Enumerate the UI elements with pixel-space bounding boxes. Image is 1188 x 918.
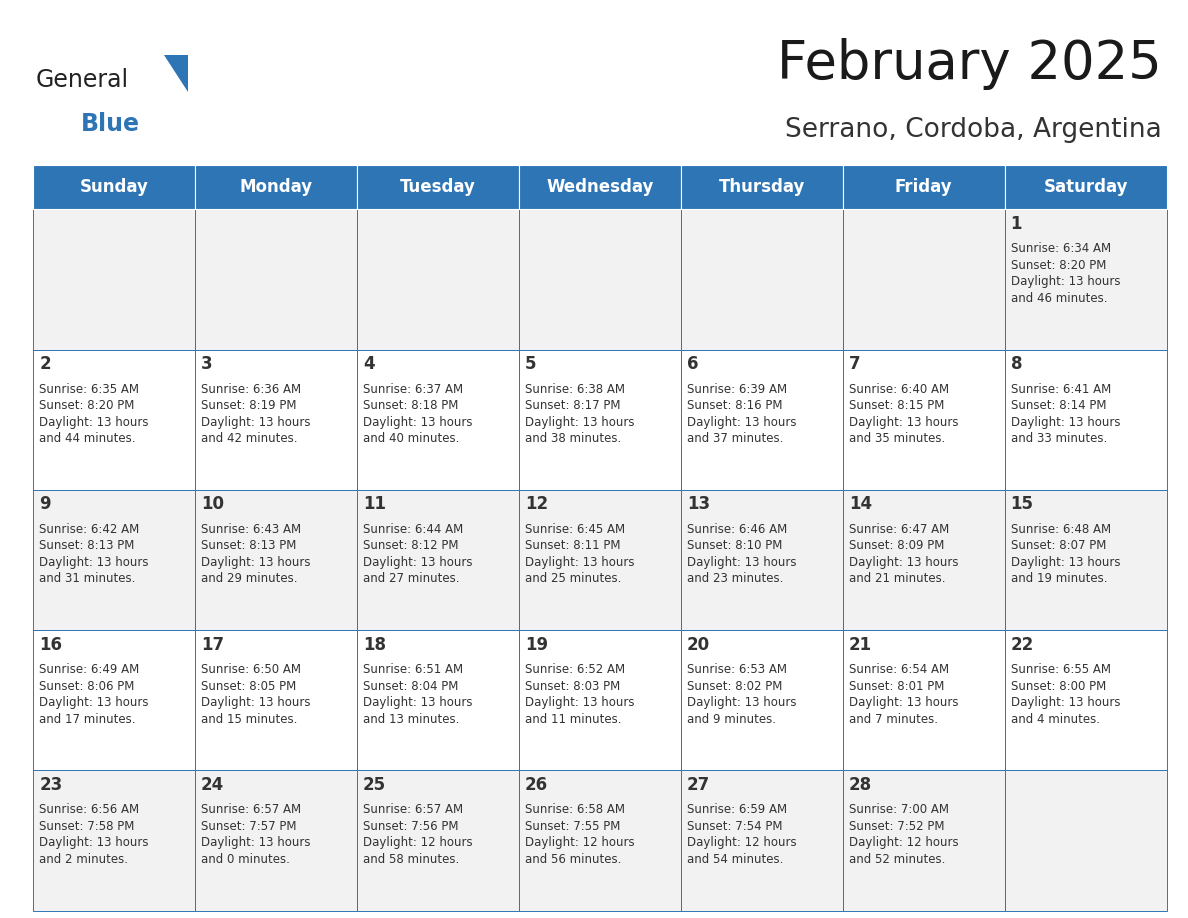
Text: Sunrise: 7:00 AM
Sunset: 7:52 PM
Daylight: 12 hours
and 52 minutes.: Sunrise: 7:00 AM Sunset: 7:52 PM Dayligh… — [848, 803, 959, 866]
Text: Sunrise: 6:55 AM
Sunset: 8:00 PM
Daylight: 13 hours
and 4 minutes.: Sunrise: 6:55 AM Sunset: 8:00 PM Dayligh… — [1011, 663, 1120, 725]
Text: 24: 24 — [201, 776, 225, 794]
Text: Sunrise: 6:44 AM
Sunset: 8:12 PM
Daylight: 13 hours
and 27 minutes.: Sunrise: 6:44 AM Sunset: 8:12 PM Dayligh… — [364, 523, 473, 586]
Text: Monday: Monday — [240, 178, 312, 196]
Text: Sunrise: 6:51 AM
Sunset: 8:04 PM
Daylight: 13 hours
and 13 minutes.: Sunrise: 6:51 AM Sunset: 8:04 PM Dayligh… — [364, 663, 473, 725]
Text: Sunrise: 6:47 AM
Sunset: 8:09 PM
Daylight: 13 hours
and 21 minutes.: Sunrise: 6:47 AM Sunset: 8:09 PM Dayligh… — [848, 523, 959, 586]
Text: Sunrise: 6:38 AM
Sunset: 8:17 PM
Daylight: 13 hours
and 38 minutes.: Sunrise: 6:38 AM Sunset: 8:17 PM Dayligh… — [525, 383, 634, 445]
Text: Sunrise: 6:50 AM
Sunset: 8:05 PM
Daylight: 13 hours
and 15 minutes.: Sunrise: 6:50 AM Sunset: 8:05 PM Dayligh… — [201, 663, 310, 725]
Text: Sunrise: 6:53 AM
Sunset: 8:02 PM
Daylight: 13 hours
and 9 minutes.: Sunrise: 6:53 AM Sunset: 8:02 PM Dayligh… — [687, 663, 796, 725]
Text: 4: 4 — [364, 355, 374, 373]
Text: Sunrise: 6:57 AM
Sunset: 7:56 PM
Daylight: 12 hours
and 58 minutes.: Sunrise: 6:57 AM Sunset: 7:56 PM Dayligh… — [364, 803, 473, 866]
Text: 6: 6 — [687, 355, 699, 373]
Text: Sunrise: 6:39 AM
Sunset: 8:16 PM
Daylight: 13 hours
and 37 minutes.: Sunrise: 6:39 AM Sunset: 8:16 PM Dayligh… — [687, 383, 796, 445]
Text: Sunrise: 6:41 AM
Sunset: 8:14 PM
Daylight: 13 hours
and 33 minutes.: Sunrise: 6:41 AM Sunset: 8:14 PM Dayligh… — [1011, 383, 1120, 445]
Text: 1: 1 — [1011, 215, 1022, 233]
Text: Thursday: Thursday — [719, 178, 805, 196]
Text: General: General — [36, 68, 128, 92]
Text: 14: 14 — [848, 496, 872, 513]
Text: 22: 22 — [1011, 635, 1034, 654]
Text: Sunrise: 6:57 AM
Sunset: 7:57 PM
Daylight: 13 hours
and 0 minutes.: Sunrise: 6:57 AM Sunset: 7:57 PM Dayligh… — [201, 803, 310, 866]
Text: 9: 9 — [39, 496, 51, 513]
Text: 7: 7 — [848, 355, 860, 373]
Text: Sunrise: 6:35 AM
Sunset: 8:20 PM
Daylight: 13 hours
and 44 minutes.: Sunrise: 6:35 AM Sunset: 8:20 PM Dayligh… — [39, 383, 148, 445]
Text: 11: 11 — [364, 496, 386, 513]
Text: February 2025: February 2025 — [777, 39, 1162, 90]
Text: Tuesday: Tuesday — [400, 178, 476, 196]
Text: 15: 15 — [1011, 496, 1034, 513]
Text: Sunrise: 6:54 AM
Sunset: 8:01 PM
Daylight: 13 hours
and 7 minutes.: Sunrise: 6:54 AM Sunset: 8:01 PM Dayligh… — [848, 663, 959, 725]
Text: 13: 13 — [687, 496, 710, 513]
Text: 12: 12 — [525, 496, 548, 513]
Text: 18: 18 — [364, 635, 386, 654]
Text: 28: 28 — [848, 776, 872, 794]
Text: Sunrise: 6:40 AM
Sunset: 8:15 PM
Daylight: 13 hours
and 35 minutes.: Sunrise: 6:40 AM Sunset: 8:15 PM Dayligh… — [848, 383, 959, 445]
Text: 10: 10 — [201, 496, 225, 513]
Text: Saturday: Saturday — [1043, 178, 1127, 196]
Text: 26: 26 — [525, 776, 548, 794]
Text: Serrano, Cordoba, Argentina: Serrano, Cordoba, Argentina — [785, 118, 1162, 143]
Text: 8: 8 — [1011, 355, 1022, 373]
Text: Sunrise: 6:58 AM
Sunset: 7:55 PM
Daylight: 12 hours
and 56 minutes.: Sunrise: 6:58 AM Sunset: 7:55 PM Dayligh… — [525, 803, 634, 866]
Text: Sunrise: 6:49 AM
Sunset: 8:06 PM
Daylight: 13 hours
and 17 minutes.: Sunrise: 6:49 AM Sunset: 8:06 PM Dayligh… — [39, 663, 148, 725]
Text: 25: 25 — [364, 776, 386, 794]
Text: Sunrise: 6:42 AM
Sunset: 8:13 PM
Daylight: 13 hours
and 31 minutes.: Sunrise: 6:42 AM Sunset: 8:13 PM Dayligh… — [39, 523, 148, 586]
Text: Sunday: Sunday — [80, 178, 148, 196]
Text: 17: 17 — [201, 635, 225, 654]
Text: Wednesday: Wednesday — [546, 178, 653, 196]
Text: 21: 21 — [848, 635, 872, 654]
Text: Sunrise: 6:36 AM
Sunset: 8:19 PM
Daylight: 13 hours
and 42 minutes.: Sunrise: 6:36 AM Sunset: 8:19 PM Dayligh… — [201, 383, 310, 445]
Text: 27: 27 — [687, 776, 710, 794]
Text: Sunrise: 6:37 AM
Sunset: 8:18 PM
Daylight: 13 hours
and 40 minutes.: Sunrise: 6:37 AM Sunset: 8:18 PM Dayligh… — [364, 383, 473, 445]
Polygon shape — [164, 55, 188, 92]
Text: 2: 2 — [39, 355, 51, 373]
Text: Sunrise: 6:52 AM
Sunset: 8:03 PM
Daylight: 13 hours
and 11 minutes.: Sunrise: 6:52 AM Sunset: 8:03 PM Dayligh… — [525, 663, 634, 725]
Text: 19: 19 — [525, 635, 548, 654]
Text: Sunrise: 6:43 AM
Sunset: 8:13 PM
Daylight: 13 hours
and 29 minutes.: Sunrise: 6:43 AM Sunset: 8:13 PM Dayligh… — [201, 523, 310, 586]
Text: Sunrise: 6:56 AM
Sunset: 7:58 PM
Daylight: 13 hours
and 2 minutes.: Sunrise: 6:56 AM Sunset: 7:58 PM Dayligh… — [39, 803, 148, 866]
Text: 3: 3 — [201, 355, 213, 373]
Text: 5: 5 — [525, 355, 537, 373]
Text: Sunrise: 6:45 AM
Sunset: 8:11 PM
Daylight: 13 hours
and 25 minutes.: Sunrise: 6:45 AM Sunset: 8:11 PM Dayligh… — [525, 523, 634, 586]
Text: 16: 16 — [39, 635, 62, 654]
Text: 20: 20 — [687, 635, 710, 654]
Text: Sunrise: 6:34 AM
Sunset: 8:20 PM
Daylight: 13 hours
and 46 minutes.: Sunrise: 6:34 AM Sunset: 8:20 PM Dayligh… — [1011, 242, 1120, 305]
Text: Sunrise: 6:48 AM
Sunset: 8:07 PM
Daylight: 13 hours
and 19 minutes.: Sunrise: 6:48 AM Sunset: 8:07 PM Dayligh… — [1011, 523, 1120, 586]
Text: Sunrise: 6:46 AM
Sunset: 8:10 PM
Daylight: 13 hours
and 23 minutes.: Sunrise: 6:46 AM Sunset: 8:10 PM Dayligh… — [687, 523, 796, 586]
Text: 23: 23 — [39, 776, 63, 794]
Text: Friday: Friday — [895, 178, 953, 196]
Text: Blue: Blue — [81, 112, 140, 136]
Text: Sunrise: 6:59 AM
Sunset: 7:54 PM
Daylight: 12 hours
and 54 minutes.: Sunrise: 6:59 AM Sunset: 7:54 PM Dayligh… — [687, 803, 796, 866]
